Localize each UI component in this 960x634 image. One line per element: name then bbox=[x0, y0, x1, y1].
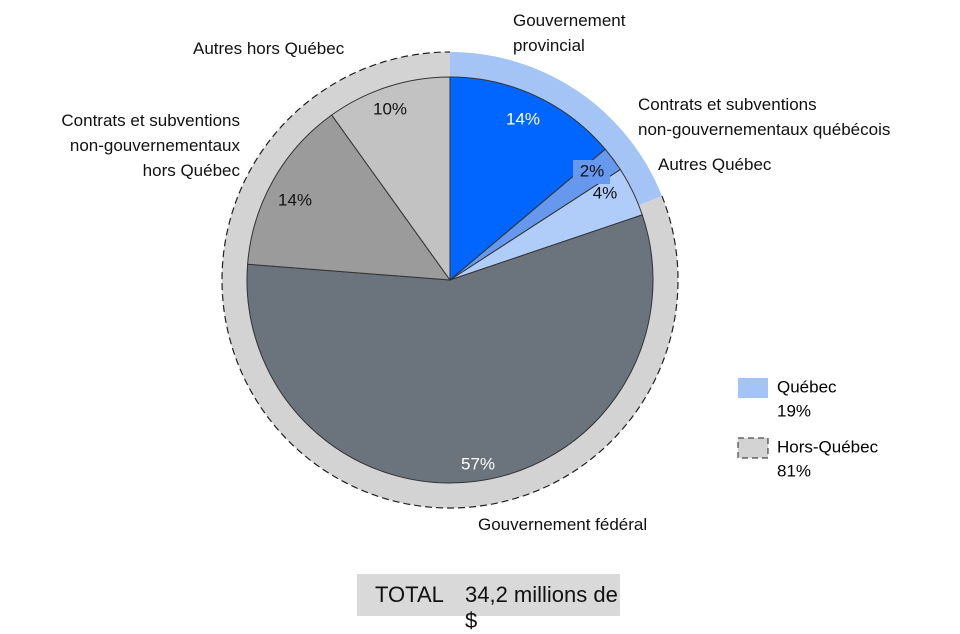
pie-slice bbox=[331, 76, 451, 282]
value-label: 14% bbox=[506, 109, 540, 128]
value-label: 14% bbox=[278, 190, 312, 209]
category-label: Autres hors Québec bbox=[193, 39, 345, 58]
category-label: Gouvernement fédéral bbox=[478, 515, 648, 534]
pie-slice bbox=[247, 114, 452, 281]
total-box: TOTAL 34,2 millions de $ bbox=[357, 574, 620, 633]
value-label: 10% bbox=[373, 99, 407, 118]
category-label: Autres Québec bbox=[658, 155, 772, 174]
total-value: 34,2 millions de $ bbox=[465, 582, 618, 633]
total-label: TOTAL bbox=[375, 582, 444, 607]
legend-label: Hors-Québec bbox=[777, 437, 879, 456]
value-label: 4% bbox=[593, 183, 618, 202]
legend-swatch bbox=[738, 378, 768, 398]
chart: 14% 2% 4% 57% 14% 10% Québec 19% Hors-Québec 81% bbox=[221, 51, 879, 509]
legend-value: 19% bbox=[777, 401, 811, 420]
value-label: 2% bbox=[580, 161, 605, 180]
ring-outline bbox=[221, 51, 679, 509]
value-label: 57% bbox=[461, 454, 495, 473]
category-label: Contrats et subventions non-gouvernement… bbox=[638, 95, 891, 139]
ring-segment bbox=[450, 52, 662, 207]
legend-label: Québec bbox=[777, 377, 837, 396]
pie-slice bbox=[449, 76, 606, 282]
category-label: Gouvernement provincial bbox=[513, 11, 626, 55]
label-box bbox=[573, 160, 610, 184]
category-label: Contrats et subventions non-gouvernement… bbox=[61, 111, 240, 180]
pie-slice bbox=[246, 214, 654, 484]
legend-value: 81% bbox=[777, 461, 811, 480]
legend-swatch bbox=[737, 437, 769, 459]
page: {"chart_data": {"type": "pie", "categori… bbox=[61, 11, 891, 633]
